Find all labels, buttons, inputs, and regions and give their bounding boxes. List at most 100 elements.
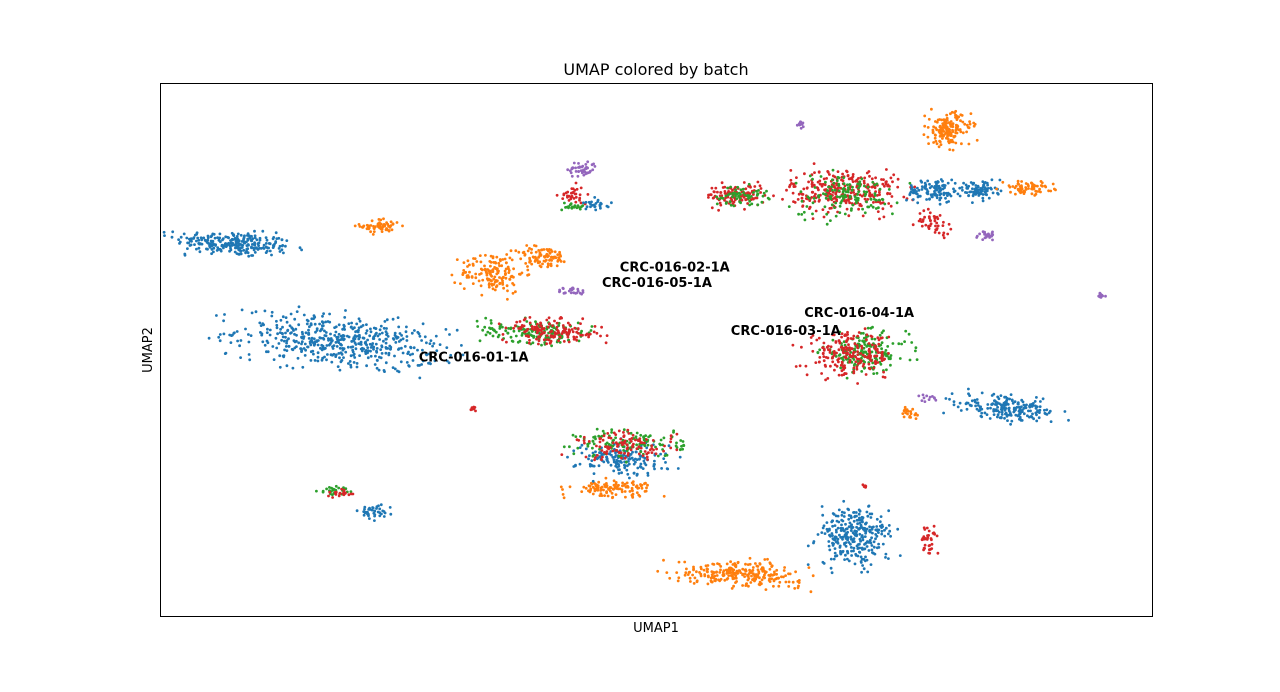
- scatter-point: [214, 244, 217, 247]
- scatter-point: [831, 333, 834, 337]
- scatter-point: [843, 199, 846, 203]
- scatter-point: [385, 221, 388, 225]
- scatter-point: [866, 514, 870, 518]
- scatter-point: [384, 341, 388, 345]
- scatter-point: [859, 352, 863, 355]
- scatter-point: [662, 494, 666, 498]
- scatter-point: [281, 315, 285, 319]
- scatter-point: [864, 555, 867, 559]
- scatter-point: [855, 365, 859, 368]
- scatter-point: [587, 457, 590, 461]
- scatter-point: [640, 486, 644, 490]
- scatter-point: [768, 567, 772, 571]
- scatter-point: [341, 348, 345, 352]
- scatter-point: [365, 323, 368, 326]
- scatter-point: [192, 237, 196, 240]
- scatter-point: [951, 140, 955, 144]
- scatter-point: [856, 334, 860, 338]
- scatter-point: [569, 171, 573, 175]
- scatter-point: [923, 400, 927, 403]
- scatter-point: [259, 331, 262, 334]
- scatter-point: [623, 466, 627, 470]
- scatter-point: [935, 193, 939, 197]
- scatter-point: [591, 454, 595, 458]
- scatter-point: [585, 205, 589, 209]
- scatter-point: [652, 448, 655, 452]
- scatter-point: [969, 112, 973, 115]
- scatter-point: [567, 340, 571, 344]
- scatter-point: [593, 458, 596, 462]
- scatter-point: [484, 270, 488, 274]
- scatter-point: [195, 239, 198, 243]
- scatter-point: [926, 126, 930, 129]
- scatter-point: [544, 258, 548, 262]
- scatter-point: [584, 163, 588, 166]
- scatter-point: [886, 183, 890, 187]
- scatter-point: [965, 401, 969, 405]
- scatter-point: [872, 540, 876, 544]
- scatter-point: [287, 337, 290, 341]
- scatter-point: [237, 248, 241, 252]
- scatter-point: [550, 344, 553, 348]
- scatter-point: [576, 327, 580, 330]
- scatter-point: [787, 205, 791, 209]
- scatter-point: [691, 573, 694, 577]
- scatter-point: [827, 348, 830, 352]
- scatter-point: [850, 355, 854, 359]
- scatter-point: [445, 346, 449, 349]
- scatter-point: [603, 494, 606, 497]
- scatter-point: [842, 197, 845, 200]
- scatter-point: [290, 331, 293, 334]
- scatter-point: [862, 362, 866, 366]
- scatter-point: [472, 257, 475, 260]
- scatter-point: [274, 240, 278, 243]
- scatter-point: [325, 358, 328, 362]
- scatter-point: [599, 206, 602, 210]
- scatter-point: [333, 334, 337, 337]
- scatter-point: [313, 359, 317, 362]
- scatter-point: [484, 316, 488, 320]
- scatter-point: [679, 439, 683, 442]
- scatter-point: [724, 194, 728, 198]
- scatter-point: [609, 486, 613, 490]
- scatter-point: [692, 568, 695, 572]
- scatter-point: [512, 329, 516, 333]
- scatter-point: [557, 331, 561, 335]
- scatter-point: [574, 435, 578, 438]
- scatter-point: [344, 309, 347, 312]
- scatter-point: [524, 262, 528, 265]
- scatter-point: [574, 166, 577, 170]
- scatter-point: [756, 180, 760, 184]
- scatter-point: [588, 484, 592, 488]
- scatter-point: [284, 244, 287, 248]
- scatter-point: [596, 456, 600, 460]
- scatter-point: [464, 270, 468, 274]
- scatter-point: [986, 187, 990, 190]
- scatter-point: [678, 455, 682, 459]
- scatter-point: [622, 449, 625, 452]
- scatter-point: [515, 320, 519, 324]
- scatter-point: [758, 580, 762, 584]
- scatter-point: [865, 510, 869, 514]
- scatter-point: [471, 262, 475, 266]
- scatter-point: [930, 547, 934, 550]
- scatter-point: [863, 327, 867, 331]
- scatter-point: [250, 246, 253, 250]
- scatter-point: [868, 349, 871, 353]
- scatter-point: [999, 403, 1003, 407]
- scatter-point: [276, 332, 279, 336]
- scatter-point: [182, 232, 186, 236]
- scatter-point: [930, 185, 934, 188]
- cluster-red-7: [497, 316, 609, 346]
- scatter-point: [935, 196, 939, 200]
- scatter-point: [405, 361, 409, 364]
- scatter-point: [834, 214, 838, 218]
- scatter-point: [607, 487, 610, 491]
- scatter-point: [763, 569, 766, 573]
- scatter-point: [358, 319, 362, 323]
- scatter-point: [990, 403, 994, 406]
- scatter-point: [858, 521, 862, 525]
- scatter-point: [974, 193, 978, 196]
- scatter-point: [872, 372, 876, 375]
- scatter-point: [949, 112, 952, 116]
